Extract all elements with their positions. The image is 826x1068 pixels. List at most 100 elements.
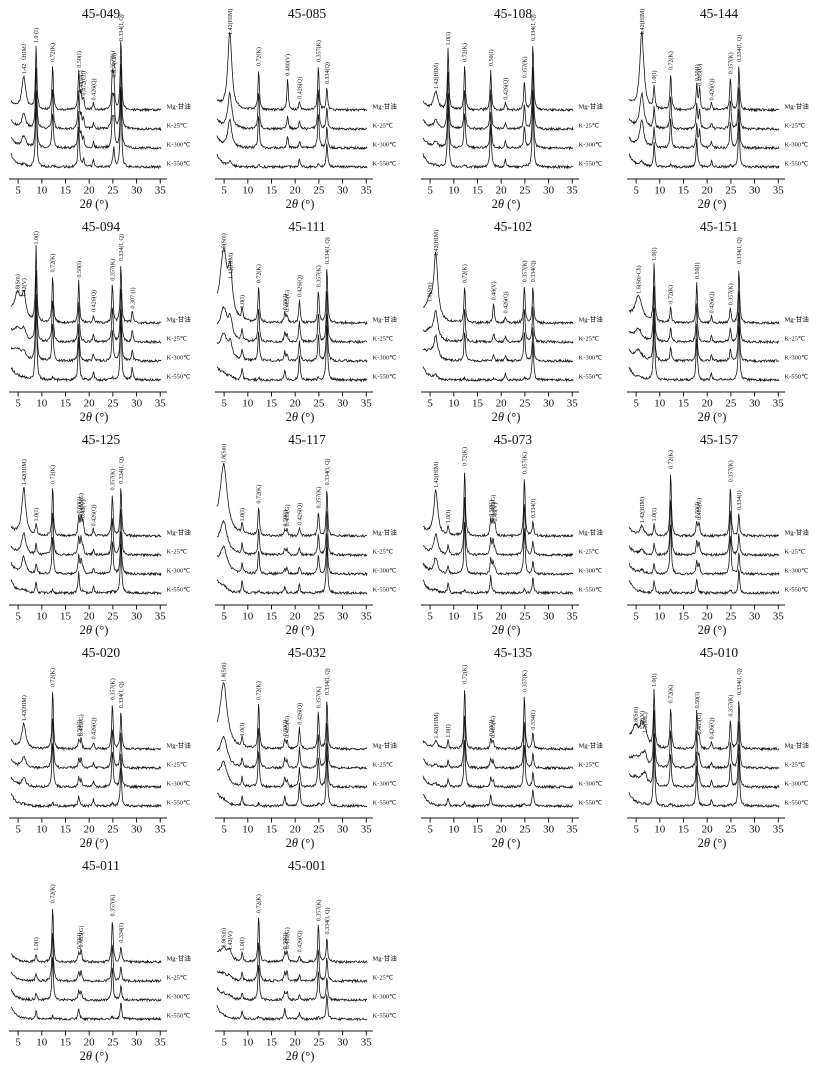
xrd-trace-k-300c bbox=[216, 114, 368, 151]
peak-label: 0.485(G) bbox=[284, 927, 291, 949]
xrd-trace-k-25c bbox=[10, 270, 162, 345]
x-tick-label: 15 bbox=[678, 398, 690, 410]
trace-label-k-550c: K-550℃ bbox=[167, 1013, 192, 1020]
x-tick-label: 30 bbox=[749, 611, 761, 623]
xrd-trace-mg-glycerol bbox=[10, 41, 162, 113]
peak-label: 1.42(HIM) bbox=[639, 497, 646, 523]
xrd-plot: 45-049 1.42（HIM） 1.0 (I) 0.72(K) 0.50(I) 0.48… bbox=[9, 6, 191, 211]
x-tick-label: 35 bbox=[567, 398, 579, 410]
peak-label: 0.426(Q) bbox=[502, 292, 509, 314]
xrd-panel: 45-144 1.42(HIM) 1.0(I) 0.72(K) 0.50(I) 0.485… bbox=[619, 1, 825, 214]
peak-label: 0.72(K) bbox=[256, 264, 263, 283]
x-tick-label: 20 bbox=[290, 398, 302, 410]
x-tick-label: 30 bbox=[337, 824, 349, 836]
x-tick-label: 30 bbox=[543, 824, 555, 836]
trace-label-k-25c: K-25℃ bbox=[373, 762, 394, 769]
x-tick-label: 10 bbox=[448, 611, 460, 623]
xrd-trace-k-550c bbox=[216, 143, 368, 170]
xrd-trace-mg-glycerol bbox=[422, 251, 574, 325]
peak-label: 1.42(HIM) bbox=[433, 712, 440, 738]
x-tick-label: 15 bbox=[472, 824, 484, 836]
panel-title: 45-011 bbox=[82, 858, 120, 873]
trace-label-mg-glycerol: Mg-甘油 bbox=[167, 315, 191, 324]
x-tick-label: 30 bbox=[749, 185, 761, 197]
peak-label: 1.8(Sm) bbox=[633, 707, 640, 727]
xrd-panel: 45-117 1.8(Sm) 1.0(I) 0.72(K) 0.50(I) 0.485(G… bbox=[207, 427, 413, 640]
x-tick-label: 20 bbox=[84, 824, 96, 836]
trace-label-k-25c: K-25℃ bbox=[785, 336, 806, 343]
peak-label: 0.357(K) bbox=[315, 899, 322, 921]
x-tick-label: 10 bbox=[242, 611, 254, 623]
peak-label: 0.72(K) bbox=[50, 254, 57, 273]
panel-title: 45-157 bbox=[700, 432, 738, 447]
panel-title: 45-010 bbox=[700, 645, 738, 660]
xrd-plot: 45-020 1.42(HIM) 0.72(K) 0.50(I)0.485(G) 0.4… bbox=[9, 645, 192, 850]
x-tick-label: 30 bbox=[543, 185, 555, 197]
xrd-panel: 45-111 1.8(Sm) 1.42(HIM) 1.0(I) 0.72(K) 0.50(… bbox=[207, 214, 413, 427]
peak-label: 0.357(K) bbox=[315, 265, 322, 287]
trace-label-k-300c: K-300℃ bbox=[167, 781, 192, 788]
peak-label: 0.334(I) bbox=[736, 490, 743, 510]
x-tick-label: 35 bbox=[155, 611, 167, 623]
peak-label: 1.0(I) bbox=[445, 32, 452, 46]
x-axis-label: 2θ (°) bbox=[286, 1049, 315, 1063]
trace-label-k-25c: K-25℃ bbox=[785, 123, 806, 130]
xrd-trace-k-550c bbox=[628, 744, 780, 809]
xrd-trace-k-550c bbox=[628, 569, 780, 596]
peak-label: 1.0(I) bbox=[651, 70, 658, 84]
xrd-trace-mg-glycerol bbox=[422, 690, 574, 752]
xrd-trace-k-25c bbox=[422, 715, 574, 771]
trace-label-k-550c: K-550℃ bbox=[167, 800, 192, 807]
xrd-trace-k-300c bbox=[628, 108, 780, 151]
trace-label-mg-glycerol: Mg-甘油 bbox=[373, 528, 397, 537]
xrd-plot: 45-151 1.6(Sm-Ch) 1.0(I) 0.72(K) 0.50(I) 0.42… bbox=[627, 219, 809, 424]
xrd-trace-k-550c bbox=[628, 319, 780, 383]
xrd-plot: 45-102 1.8(Sm) 1.42(HIM) 0.72(K) 0.48(V) 0.42… bbox=[421, 219, 603, 424]
peak-label: 0.72(K) bbox=[668, 450, 675, 469]
peak-label: 0.485(G) bbox=[696, 498, 703, 520]
x-axis-label: 2θ (°) bbox=[492, 197, 521, 211]
peak-label: 0.50(I) bbox=[694, 64, 701, 81]
xrd-trace-k-550c bbox=[216, 994, 368, 1022]
x-tick-label: 30 bbox=[749, 824, 761, 836]
peak-label: 0.334(I) bbox=[530, 499, 537, 519]
x-tick-label: 35 bbox=[567, 185, 579, 197]
trace-label-k-300c: K-300℃ bbox=[167, 568, 192, 575]
trace-label-mg-glycerol: Mg-甘油 bbox=[785, 741, 809, 750]
trace-label-k-550c: K-550℃ bbox=[373, 800, 398, 807]
x-tick-label: 15 bbox=[472, 185, 484, 197]
peak-label: 0.50(I) bbox=[282, 933, 289, 950]
peak-label: 0.334(I, Q) bbox=[118, 681, 125, 708]
x-tick-label: 5 bbox=[427, 824, 433, 836]
x-axis-label: 2θ (°) bbox=[698, 623, 727, 637]
xrd-panel: 45-049 1.42（HIM） 1.0 (I) 0.72(K) 0.50(I) 0.48… bbox=[1, 1, 207, 214]
trace-label-k-300c: K-300℃ bbox=[373, 781, 398, 788]
peak-label: 0.480(V) bbox=[285, 54, 292, 76]
xrd-trace-mg-glycerol bbox=[628, 474, 780, 539]
trace-label-k-550c: K-550℃ bbox=[579, 587, 604, 594]
peak-label: 0.72(K) bbox=[50, 884, 57, 903]
peak-label: 1.0(I) bbox=[651, 247, 658, 261]
x-tick-label: 20 bbox=[290, 824, 302, 836]
xrd-trace-mg-glycerol bbox=[10, 487, 162, 539]
xrd-panel: 45-102 1.8(Sm) 1.42(HIM) 0.72(K) 0.48(V) 0.42… bbox=[413, 214, 619, 427]
panel-title: 45-117 bbox=[288, 432, 326, 447]
trace-label-k-300c: K-300℃ bbox=[373, 142, 398, 149]
peak-label: 0.485(G) bbox=[78, 493, 85, 515]
peak-label: 1.0(I) bbox=[239, 937, 246, 951]
x-tick-label: 5 bbox=[221, 611, 227, 623]
peak-label: 0.50(I) bbox=[488, 720, 495, 737]
peak-label: 0.48(V) bbox=[491, 281, 498, 300]
peak-label: 0.48(V) bbox=[492, 503, 499, 522]
x-tick-label: 5 bbox=[15, 1037, 21, 1049]
peak-label: 1.0(I) bbox=[239, 295, 246, 309]
x-tick-label: 30 bbox=[337, 1037, 349, 1049]
x-tick-label: 25 bbox=[107, 611, 119, 623]
peak-label: 0.50(I) bbox=[76, 720, 83, 737]
x-tick-label: 35 bbox=[567, 824, 579, 836]
x-tick-label: 5 bbox=[15, 611, 21, 623]
xrd-trace-k-25c bbox=[216, 722, 368, 770]
peak-label: 1.42(HIM) bbox=[639, 9, 646, 35]
xrd-plot: 45-010 1.8(Sm) 1.42(V)1.3(ML) 1.0(I) 0.72(K)… bbox=[627, 645, 809, 850]
